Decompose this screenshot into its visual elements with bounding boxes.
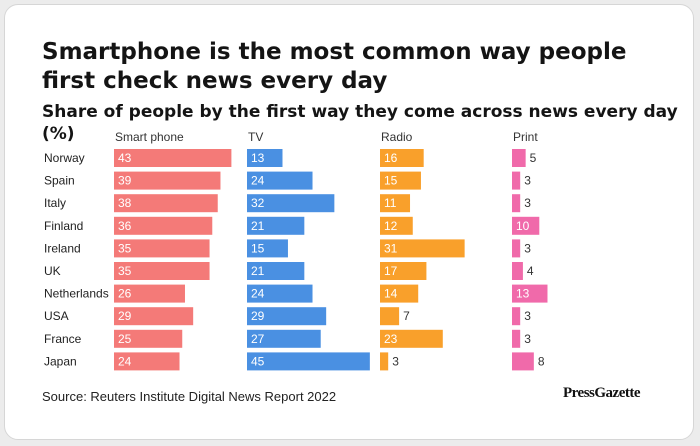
bar-radio [380,284,419,303]
bar-print [512,216,540,235]
bar-smartphone [114,284,185,303]
bar-print [512,352,534,371]
bar-smartphone [114,262,210,280]
value-label-radio: 7 [403,309,410,323]
bar-print [512,149,526,167]
value-label-tv: 13 [251,151,265,165]
value-label-radio: 12 [384,219,398,233]
bar-radio [380,329,443,348]
value-label-tv: 45 [251,354,265,368]
value-label-tv: 32 [251,196,265,210]
bar-smartphone [114,216,213,235]
bar-print [512,171,521,190]
category-label: Italy [44,196,66,210]
value-label-radio: 15 [384,174,398,188]
bar-radio [380,239,465,258]
bar-print [512,239,521,258]
bar-radio [380,194,411,213]
value-label-tv: 15 [251,241,265,255]
category-label: Ireland [44,241,81,255]
bar-radio [380,149,424,167]
value-label-radio: 11 [384,196,397,210]
category-label: UK [44,264,61,278]
bar-smartphone [114,329,183,348]
value-label-print: 3 [524,309,531,323]
value-label-smartphone: 36 [118,219,132,233]
column-header-print: Print [513,130,538,144]
value-label-tv: 21 [251,219,265,233]
bar-tv [247,216,305,235]
bar-tv [247,194,335,213]
value-label-tv: 21 [251,264,265,278]
chart-subtitle: Share of people by the first way they co… [42,102,678,144]
bar-tv [247,262,305,280]
bar-radio [380,262,427,280]
value-label-tv: 27 [251,332,265,346]
press-gazette-logo: PressGazette [563,385,641,401]
category-label: France [44,332,82,346]
bar-print [512,194,521,213]
value-label-tv: 24 [251,287,265,301]
value-label-smartphone: 35 [118,264,132,278]
bar-radio [380,352,389,371]
value-label-radio: 3 [392,354,399,368]
value-label-smartphone: 35 [118,241,132,255]
value-label-smartphone: 29 [118,309,132,323]
bar-radio [380,307,400,326]
bar-tv [247,284,313,303]
value-label-radio: 31 [384,241,398,255]
category-label: Finland [44,219,83,233]
bar-tv [247,352,370,371]
value-label-smartphone: 24 [118,354,132,368]
value-label-smartphone: 26 [118,287,132,301]
bar-smartphone [114,307,194,326]
value-label-print: 4 [527,264,534,278]
bar-smartphone [114,171,221,190]
bar-tv [247,239,288,258]
value-label-print: 10 [516,219,530,233]
column-header-smartphone: Smart phone [115,130,184,144]
value-label-print: 3 [524,196,531,210]
value-label-smartphone: 38 [118,196,132,210]
bar-print [512,262,523,280]
bar-radio [380,216,413,235]
value-label-print: 3 [524,332,531,346]
category-label: Netherlands [44,287,109,301]
column-header-radio: Radio [381,130,413,144]
chart-title: Smartphone is the most common way people… [42,39,627,94]
bar-smartphone [114,239,210,258]
bar-tv [247,171,313,190]
bar-print [512,284,548,303]
value-label-smartphone: 43 [118,151,132,165]
value-label-print: 5 [530,151,537,165]
value-label-tv: 24 [251,174,265,188]
value-label-smartphone: 25 [118,332,132,346]
value-label-radio: 17 [384,264,398,278]
value-label-print: 3 [524,174,531,188]
value-label-print: 3 [524,241,531,255]
column-header-tv: TV [248,130,263,144]
category-label: Norway [44,151,85,165]
value-label-radio: 16 [384,151,398,165]
value-label-print: 8 [538,354,545,368]
bar-tv [247,329,321,348]
value-label-tv: 29 [251,309,265,323]
bar-smartphone [114,149,232,167]
bar-print [512,329,521,348]
category-label: Spain [44,174,75,188]
bar-radio [380,171,421,190]
value-label-print: 13 [516,287,530,301]
source-note: Source: Reuters Institute Digital News R… [42,389,337,404]
bar-print [512,307,521,326]
bar-smartphone [114,194,218,213]
category-label: USA [44,309,69,323]
bar-tv [247,307,327,326]
value-label-radio: 14 [384,287,398,301]
bar-tv [247,149,283,167]
category-label: Japan [44,354,77,368]
value-label-smartphone: 39 [118,174,132,188]
value-label-radio: 23 [384,332,398,346]
bar-smartphone [114,352,180,371]
